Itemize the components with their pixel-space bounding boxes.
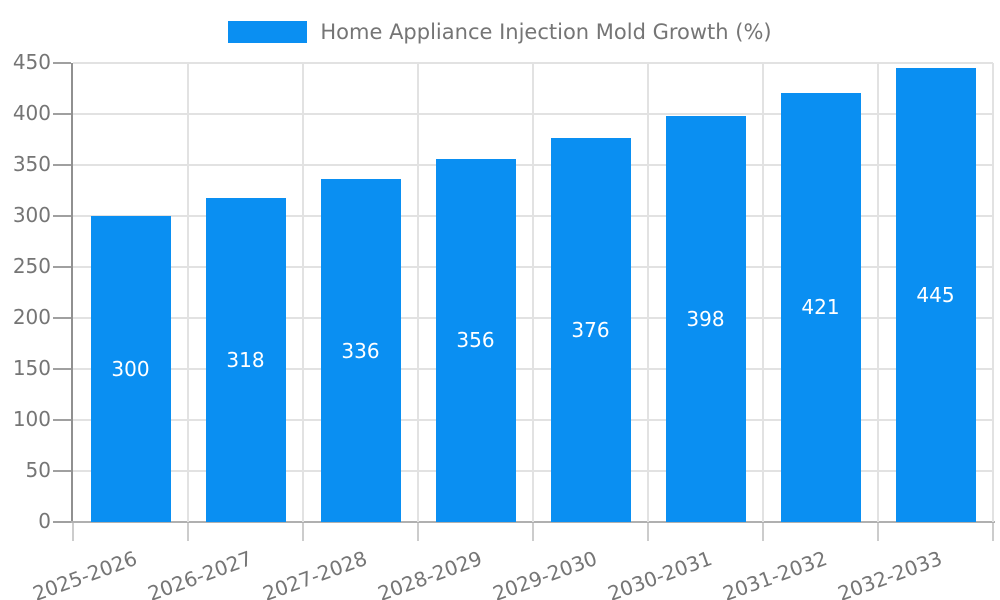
x-tick-mark	[877, 523, 879, 541]
bar-value-label: 398	[686, 307, 725, 332]
x-tick-label: 2031-2032	[720, 546, 831, 600]
legend-swatch	[228, 21, 308, 43]
x-tick-label: 2028-2029	[375, 546, 486, 600]
v-gridline	[417, 63, 419, 522]
y-tick-mark	[53, 164, 71, 166]
x-tick-mark	[417, 523, 419, 541]
plot-area: 300 318 336 356 376 398 421 445	[73, 62, 994, 522]
x-tick-mark	[72, 523, 74, 541]
x-tick-label: 2030-2031	[605, 546, 716, 600]
bar: 300	[90, 216, 171, 522]
legend: Home Appliance Injection Mold Growth (%)	[0, 20, 1000, 44]
y-tick-label: 0	[38, 509, 51, 533]
y-tick-label: 200	[12, 305, 51, 329]
bar-value-label: 300	[111, 357, 150, 381]
x-tick-mark	[302, 523, 304, 541]
y-axis-line	[71, 63, 73, 522]
y-tick-mark	[53, 62, 71, 64]
bar: 445	[895, 68, 976, 522]
v-gridline	[302, 63, 304, 522]
bar: 318	[205, 197, 286, 522]
v-gridline	[877, 63, 879, 522]
v-gridline	[647, 63, 649, 522]
y-tick-label: 150	[12, 356, 51, 380]
y-tick-label: 100	[12, 407, 51, 431]
x-tick-label: 2025-2026	[30, 546, 141, 600]
bar-value-label: 336	[341, 338, 380, 363]
y-tick-mark	[53, 368, 71, 370]
x-tick-label: 2027-2028	[260, 546, 371, 600]
bar: 336	[320, 179, 401, 522]
y-tick-label: 400	[12, 101, 51, 125]
y-tick-mark	[53, 215, 71, 217]
x-tick-mark	[647, 523, 649, 541]
x-tick-label: 2026-2027	[145, 546, 256, 600]
y-tick-label: 50	[25, 458, 51, 482]
x-axis-line	[71, 521, 995, 523]
v-gridline	[992, 63, 994, 522]
v-gridline	[187, 63, 189, 522]
bar: 398	[665, 116, 746, 522]
y-tick-mark	[53, 521, 71, 523]
bar: 421	[780, 92, 861, 522]
x-tick-mark	[187, 523, 189, 541]
bar-value-label: 376	[571, 318, 610, 343]
bar: 356	[435, 158, 516, 522]
y-tick-label: 250	[12, 254, 51, 278]
x-tick-label: 2032-2033	[835, 546, 946, 600]
bar-value-label: 318	[226, 347, 265, 372]
y-tick-mark	[53, 113, 71, 115]
y-tick-mark	[53, 419, 71, 421]
bar: 376	[550, 138, 631, 522]
x-tick-mark	[992, 523, 994, 541]
y-tick-mark	[53, 317, 71, 319]
v-gridline	[532, 63, 534, 522]
x-tick-label: 2029-2030	[490, 546, 601, 600]
x-tick-mark	[762, 523, 764, 541]
h-gridline	[73, 62, 993, 64]
v-gridline	[762, 63, 764, 522]
bar-value-label: 356	[456, 328, 495, 353]
y-tick-mark	[53, 266, 71, 268]
y-tick-label: 300	[12, 203, 51, 227]
y-tick-label: 450	[12, 50, 51, 74]
x-tick-mark	[532, 523, 534, 541]
y-tick-mark	[53, 470, 71, 472]
bar-value-label: 445	[916, 283, 955, 308]
y-tick-label: 350	[12, 152, 51, 176]
legend-label: Home Appliance Injection Mold Growth (%)	[320, 20, 772, 44]
bar-value-label: 421	[801, 295, 840, 320]
